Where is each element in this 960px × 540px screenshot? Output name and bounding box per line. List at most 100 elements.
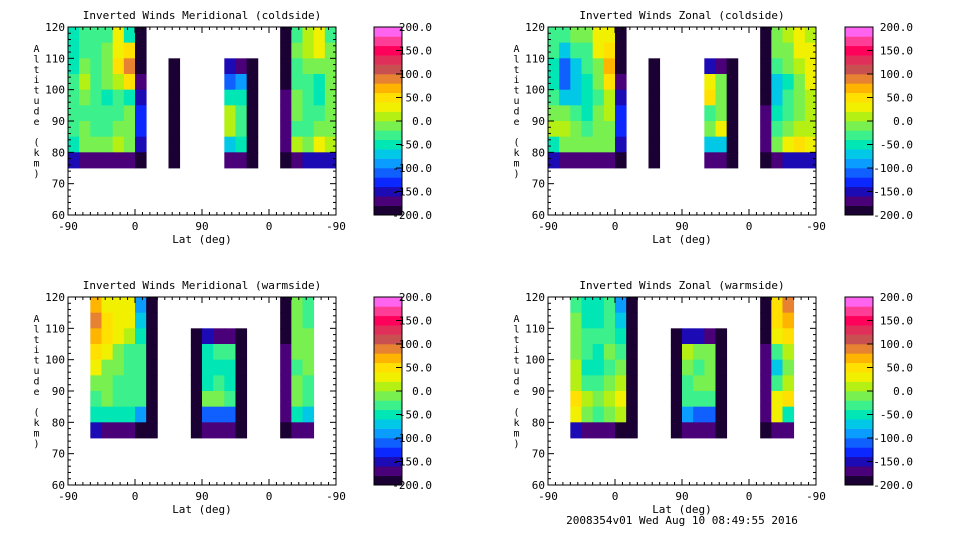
- contour-cell: [79, 121, 91, 138]
- contour-cell: [559, 105, 571, 122]
- colorbar-tick-label: 0.0: [412, 115, 432, 128]
- contour-cell: [302, 391, 315, 408]
- contour-cell: [626, 406, 638, 423]
- colorbar-band: [845, 55, 873, 65]
- contour-cell: [302, 89, 315, 106]
- contour-cell: [726, 105, 739, 122]
- contour-cell: [559, 136, 571, 153]
- contour-cell: [313, 27, 326, 44]
- contour-cell: [603, 152, 616, 169]
- colorbar-band: [374, 315, 402, 326]
- contour-cell: [570, 27, 582, 44]
- contour-cell: [68, 74, 80, 91]
- contour-cell: [224, 344, 236, 361]
- colorbar-band: [374, 297, 402, 307]
- colorbar-band: [374, 205, 402, 216]
- contour-cell: [79, 105, 91, 122]
- contour-cell: [123, 27, 136, 44]
- contour-cell: [224, 359, 236, 376]
- contour-cell: [68, 136, 80, 153]
- x-tick-label: 0: [132, 220, 139, 233]
- contour-cell: [112, 422, 125, 439]
- x-tick-label: 90: [675, 490, 688, 503]
- contour-cell: [771, 42, 783, 59]
- contour-cell: [224, 89, 236, 106]
- contour-cell: [123, 105, 136, 122]
- contour-cell: [291, 344, 303, 361]
- contour-cell: [648, 74, 661, 91]
- contour-cell: [581, 344, 594, 361]
- colorbar: -200.0 -150.0 -100.0 -50.0 0.0 50.0 100.0 150.0…: [373, 21, 432, 222]
- colorbar-band: [845, 27, 873, 37]
- contour-cell: [68, 105, 80, 122]
- contour-cell: [112, 58, 125, 75]
- contour-cell: [704, 89, 716, 106]
- contour-cell: [626, 312, 638, 329]
- contour-cell: [548, 58, 560, 75]
- contour-cell: [726, 152, 739, 169]
- contour-cell: [324, 105, 337, 122]
- contour-cell: [760, 391, 772, 408]
- contour-cell: [235, 89, 248, 106]
- contour-cell: [570, 375, 582, 392]
- contour-cell: [715, 406, 728, 423]
- contour-cell: [771, 328, 783, 345]
- contour-cell: [291, 152, 303, 169]
- colorbar-band: [374, 158, 402, 169]
- contour-cell: [235, 344, 248, 361]
- contour-cell: [90, 422, 102, 439]
- contour-cell: [213, 359, 225, 376]
- contour-cell: [760, 105, 772, 122]
- contour-cell: [726, 136, 739, 153]
- y-tick-label: 120: [525, 21, 545, 34]
- contour-cell: [135, 105, 147, 122]
- contour-cell: [682, 328, 694, 345]
- contour-cell: [793, 74, 806, 91]
- contour-cell: [224, 136, 236, 153]
- contour-cell: [715, 121, 728, 138]
- contour-cell: [682, 344, 694, 361]
- colorbar-band: [845, 409, 873, 420]
- colorbar-band: [845, 297, 873, 307]
- contour-cell: [168, 136, 181, 153]
- contour-cell: [615, 27, 627, 44]
- contour-cell: [135, 89, 147, 106]
- contour-cell: [548, 27, 560, 44]
- contour-cell: [168, 58, 181, 75]
- contour-cell: [804, 136, 817, 153]
- contour-cell: [782, 422, 795, 439]
- contour-cell: [90, 74, 102, 91]
- contour-cell: [793, 121, 806, 138]
- contour-cell: [101, 105, 114, 122]
- contour-cell: [704, 105, 716, 122]
- x-axis-label: Lat (deg): [652, 233, 712, 246]
- contour-cell: [626, 375, 638, 392]
- contour-cell: [202, 344, 214, 361]
- contour-cell: [291, 42, 303, 59]
- x-tick-label: 0: [746, 220, 753, 233]
- contour-cell: [793, 105, 806, 122]
- contour-cell: [101, 152, 114, 169]
- contour-cell: [291, 328, 303, 345]
- contour-cell: [782, 312, 795, 329]
- colorbar-band: [374, 102, 402, 112]
- x-tick-label: 0: [266, 490, 273, 503]
- colorbar-tick-label: -50.0: [880, 139, 913, 152]
- contour-cell: [224, 375, 236, 392]
- contour-cell: [324, 27, 337, 44]
- colorbar-band: [374, 381, 402, 392]
- y-tick-label: 70: [532, 178, 545, 191]
- colorbar-tick-label: -50.0: [880, 409, 913, 422]
- contour-cell: [190, 406, 203, 423]
- contour-cell: [793, 152, 806, 169]
- y-tick-label: 90: [52, 115, 65, 128]
- contour-cell: [302, 27, 315, 44]
- colorbar-band: [845, 306, 873, 317]
- contour-cell: [626, 328, 638, 345]
- contour-cell: [112, 375, 125, 392]
- contour-cell: [615, 89, 627, 106]
- colorbar-tick-label: 100.0: [880, 68, 913, 81]
- contour-cell: [123, 422, 136, 439]
- colorbar-tick-label: 150.0: [880, 315, 913, 328]
- colorbar-band: [845, 400, 873, 411]
